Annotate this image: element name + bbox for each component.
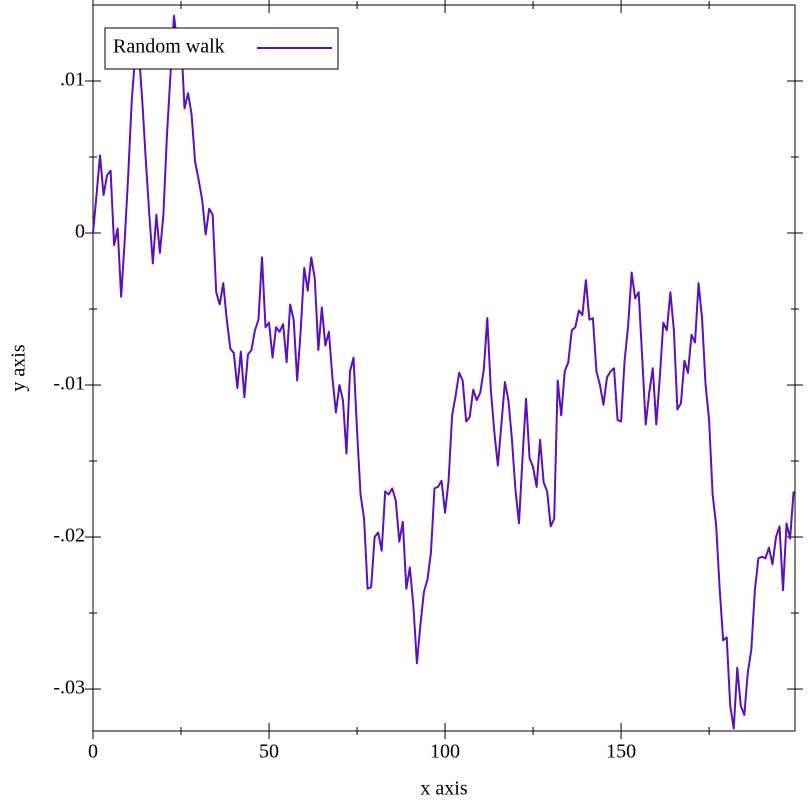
- x-axis-label: x axis: [420, 778, 467, 800]
- x-tick-label: 50: [259, 741, 279, 763]
- x-tick-label: 150: [606, 741, 636, 763]
- line-series: [92, 14, 795, 730]
- y-axis-label: y axis: [8, 344, 30, 391]
- y-tick-label: .01: [60, 69, 85, 91]
- y-tick-label: -.02: [53, 525, 85, 547]
- legend-label: Random walk: [113, 36, 225, 58]
- plot-frame: [92, 4, 796, 732]
- y-tick-label: -.03: [53, 677, 85, 699]
- y-tick-label: -.01: [53, 373, 85, 395]
- x-tick-label: 100: [430, 741, 460, 763]
- x-tick-label: 0: [88, 741, 98, 763]
- y-tick-label: 0: [75, 221, 85, 243]
